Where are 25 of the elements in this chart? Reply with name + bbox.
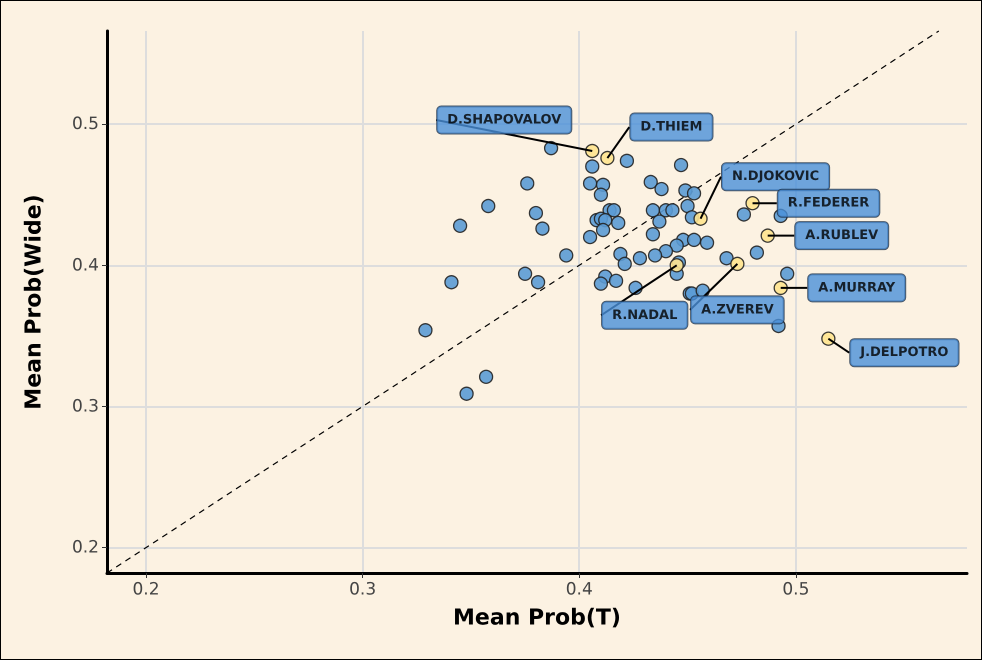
point bbox=[774, 280, 788, 296]
x-tick-label: 0.5 bbox=[782, 580, 810, 600]
annotation: D.THIEM bbox=[640, 120, 702, 135]
annotation: J.DELPOTRO bbox=[859, 345, 948, 360]
x-axis-title: Mean Prob(T) bbox=[453, 606, 621, 630]
y-tick-label: 0.4 bbox=[72, 255, 99, 276]
x-tick-label: 0.2 bbox=[132, 580, 160, 600]
point bbox=[585, 144, 600, 158]
x-tick-label: 0.3 bbox=[349, 580, 376, 600]
y-axis-title: Mean Prob(Wide) bbox=[22, 194, 46, 410]
x-tick-label: 0.4 bbox=[566, 580, 593, 600]
y-tick-label: 0.2 bbox=[72, 538, 99, 558]
annotation: A.RUBLEV bbox=[805, 228, 878, 244]
point bbox=[821, 332, 836, 346]
annotation: N.DJOKOVIC bbox=[732, 169, 820, 184]
point bbox=[760, 228, 775, 243]
annotation: D.SHAPOVALOV bbox=[447, 112, 562, 128]
annotation: A.MURRAY bbox=[818, 280, 896, 296]
annotation: R.NADAL bbox=[612, 308, 678, 323]
y-tick-label: 0.5 bbox=[72, 114, 99, 134]
y-tick-label: 0.3 bbox=[72, 396, 99, 416]
annotation: A.ZVEREV bbox=[701, 302, 774, 318]
annotation: R.FEDERER bbox=[788, 196, 870, 211]
point bbox=[600, 150, 615, 166]
point bbox=[745, 196, 760, 210]
